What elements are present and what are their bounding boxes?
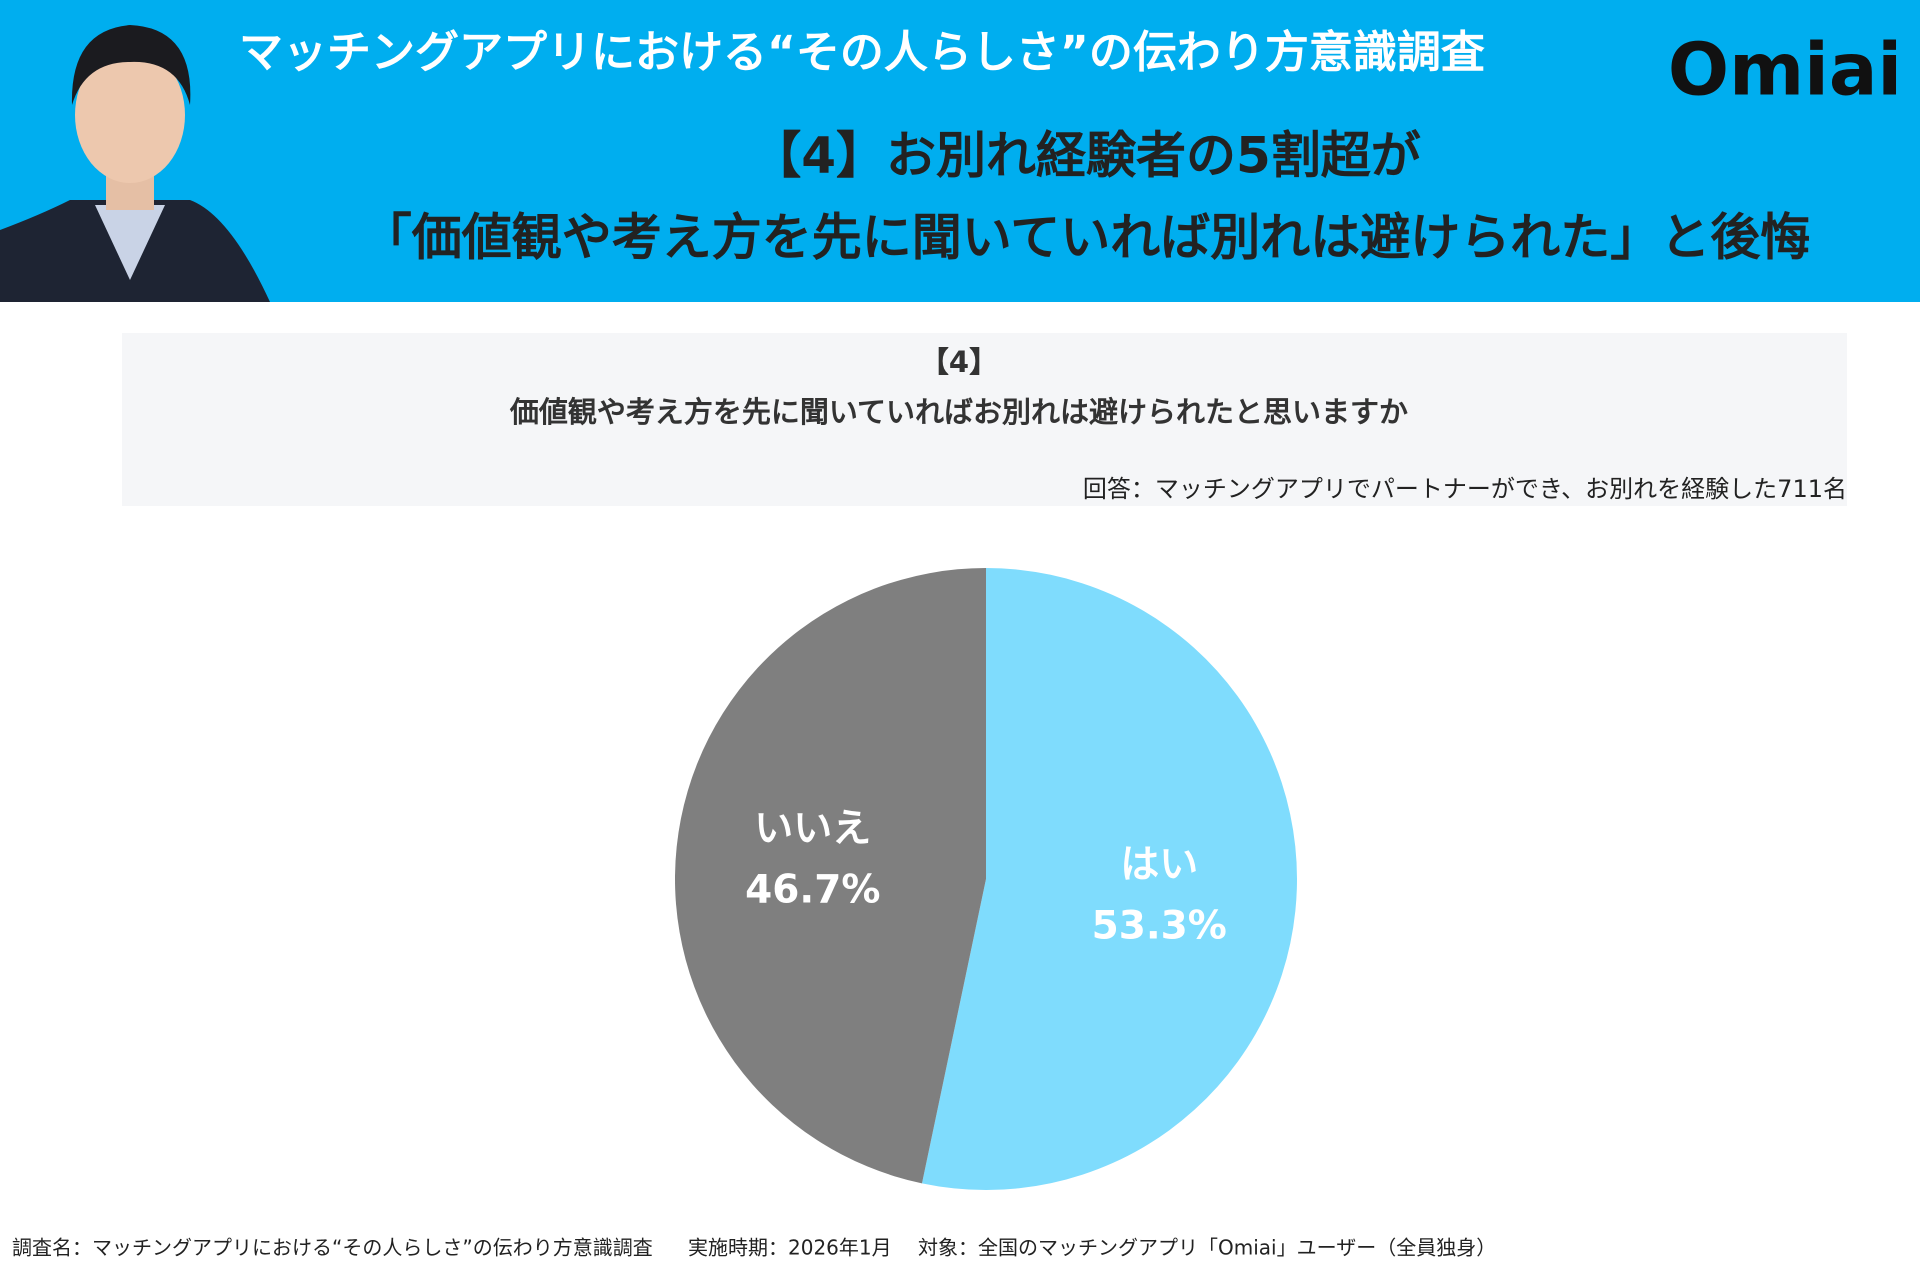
question-box [122,333,1847,506]
footer: 実施時期：2026年1月 [688,1236,892,1260]
logo: Omiai [1668,28,1902,112]
slice-category-label: いいえ [754,806,871,851]
header-band [0,0,1920,302]
person-photo [0,25,270,302]
chart-title: 価値観や考え方を先に聞いていればお別れは避けられたと思いますか [509,395,1408,429]
footer: 調査名：マッチングアプリにおける“その人らしさ”の伝わり方意識調査 [12,1236,653,1260]
footer: 対象：全国のマッチングアプリ「Omiai」ユーザー（全員独身） [918,1236,1496,1260]
slice-value-label: 53.3% [1092,904,1227,949]
headline: 【4】お別れ経験者の5割超が [751,127,1421,185]
pie-slice [921,568,1298,1190]
question-number: 【4】 [920,345,998,379]
headline: 「価値観や考え方を先に聞いていれば別れは避けられた」と後悔 [362,209,1811,267]
chart-subtitle: 回答：マッチングアプリでパートナーができ、お別れを経験した711名 [1083,475,1847,503]
slice-category-label: はい [1120,843,1198,888]
slice-value-label: 46.7% [745,867,880,912]
pie-slice [675,568,986,1184]
survey-title: マッチングアプリにおける“その人らしさ”の伝わり方意識調査 [239,27,1485,78]
